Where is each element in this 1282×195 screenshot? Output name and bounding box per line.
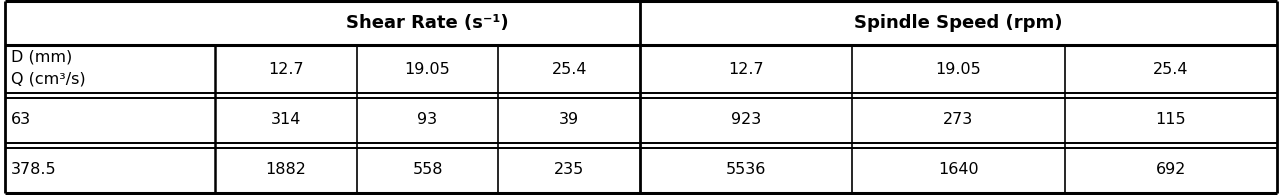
Text: 115: 115 xyxy=(1155,113,1186,128)
Text: 25.4: 25.4 xyxy=(551,63,587,77)
Text: 63: 63 xyxy=(12,113,31,128)
Text: 378.5: 378.5 xyxy=(12,161,56,176)
Text: 19.05: 19.05 xyxy=(405,63,450,77)
Text: 12.7: 12.7 xyxy=(268,63,304,77)
Text: 1640: 1640 xyxy=(938,161,979,176)
Text: 1882: 1882 xyxy=(265,161,306,176)
Text: 19.05: 19.05 xyxy=(936,63,982,77)
Text: 558: 558 xyxy=(413,161,442,176)
Text: D (mm): D (mm) xyxy=(12,50,72,65)
Text: 93: 93 xyxy=(418,113,437,128)
Text: 692: 692 xyxy=(1155,161,1186,176)
Text: 5536: 5536 xyxy=(726,161,767,176)
Text: 273: 273 xyxy=(944,113,973,128)
Text: 12.7: 12.7 xyxy=(728,63,764,77)
Text: 235: 235 xyxy=(554,161,585,176)
Text: Shear Rate (s⁻¹): Shear Rate (s⁻¹) xyxy=(346,14,509,32)
Text: 39: 39 xyxy=(559,113,579,128)
Text: 923: 923 xyxy=(731,113,762,128)
Text: Q (cm³/s): Q (cm³/s) xyxy=(12,71,86,86)
Text: 314: 314 xyxy=(271,113,301,128)
Text: Spindle Speed (rpm): Spindle Speed (rpm) xyxy=(854,14,1063,32)
Text: 25.4: 25.4 xyxy=(1153,63,1188,77)
